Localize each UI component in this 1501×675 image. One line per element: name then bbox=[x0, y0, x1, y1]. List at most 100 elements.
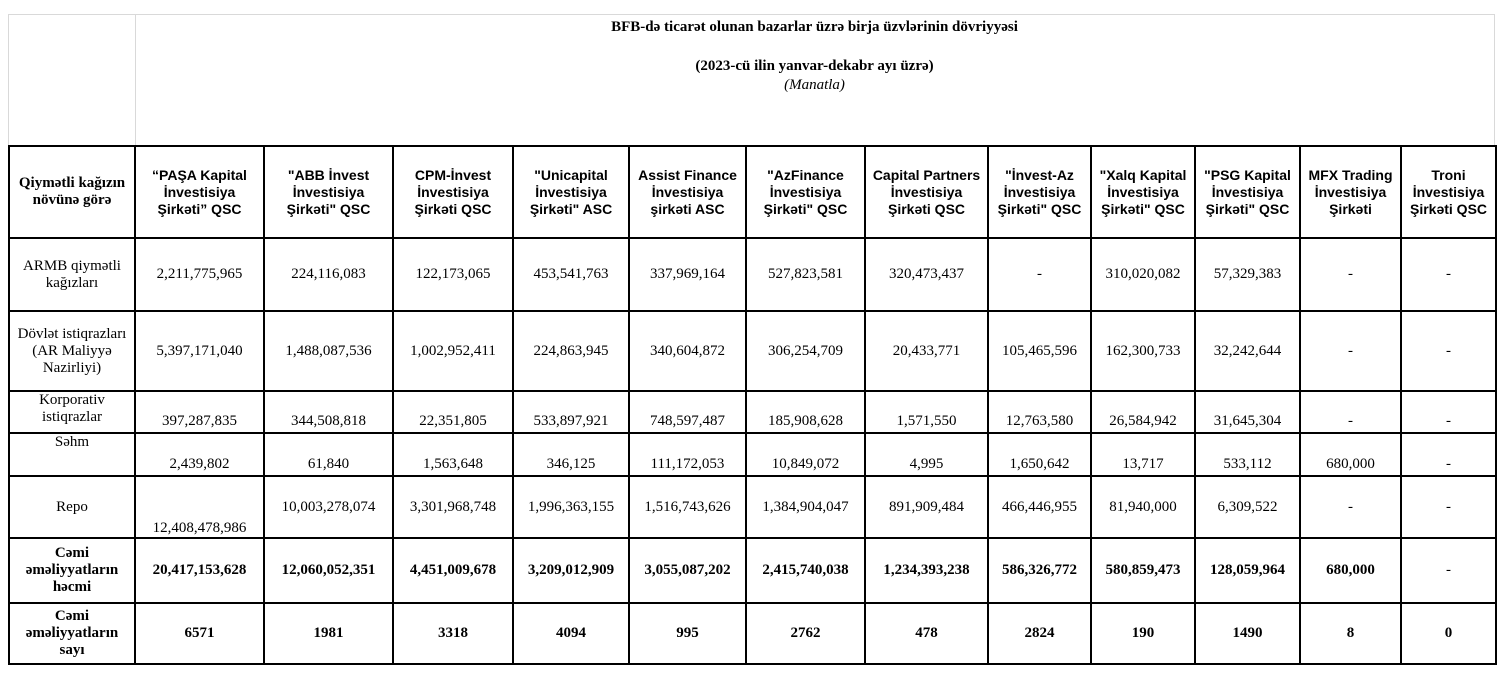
turnover-table: Qiymətli kağızın növünə görə “PAŞA Kapit… bbox=[8, 145, 1497, 665]
column-header: Troni İnvestisiya Şirkəti QSC bbox=[1400, 145, 1497, 239]
table-cell: - bbox=[1400, 432, 1497, 477]
table-row: Dövlət istiqrazları (AR Maliyyə Nazirliy… bbox=[8, 310, 1497, 392]
table-cell: 4,451,009,678 bbox=[392, 537, 514, 604]
table-cell: 8 bbox=[1299, 602, 1402, 665]
document-title: BFB-də ticarət olunan bazarlar üzrə birj… bbox=[611, 19, 1018, 35]
table-cell: 1,571,550 bbox=[864, 390, 989, 434]
table-cell: 2762 bbox=[745, 602, 866, 665]
table-cell: 680,000 bbox=[1299, 432, 1402, 477]
period-subtitle: (2023-cü ilin yanvar-dekabr ayı üzrə) bbox=[695, 58, 934, 74]
table-cell: 527,823,581 bbox=[745, 237, 866, 312]
table-cell: 306,254,709 bbox=[745, 310, 866, 392]
row-label: Dövlət istiqrazları (AR Maliyyə Nazirliy… bbox=[8, 310, 136, 392]
table-cell: 1,516,743,626 bbox=[628, 475, 747, 539]
title-left-blank bbox=[9, 15, 136, 146]
table-cell: - bbox=[1299, 390, 1402, 434]
table-cell: 680,000 bbox=[1299, 537, 1402, 604]
column-header: "Xalq Kapital İnvestisiya Şirkəti" QSC bbox=[1090, 145, 1196, 239]
column-header: "Unicapital İnvestisiya Şirkəti" ASC bbox=[512, 145, 630, 239]
table-cell: 2,415,740,038 bbox=[745, 537, 866, 604]
table-cell: 397,287,835 bbox=[134, 390, 265, 434]
column-header: "İnvest-Az İnvestisiya Şirkəti" QSC bbox=[987, 145, 1092, 239]
row-label: Korporativ istiqrazlar bbox=[8, 390, 136, 434]
table-cell: 10,003,278,074 bbox=[263, 475, 394, 539]
column-header: Assist Finance İnvestisiya şirkəti ASC bbox=[628, 145, 747, 239]
table-cell: 57,329,383 bbox=[1194, 237, 1301, 312]
table-cell: 12,060,052,351 bbox=[263, 537, 394, 604]
column-header: Capital Partners İnvestisiya Şirkəti QSC bbox=[864, 145, 989, 239]
title-block: BFB-də ticarət olunan bazarlar üzrə birj… bbox=[135, 15, 1494, 94]
table-cell: 748,597,487 bbox=[628, 390, 747, 434]
table-cell: 12,763,580 bbox=[987, 390, 1092, 434]
column-header: "ABB İnvest İnvestisiya Şirkəti" QSC bbox=[263, 145, 394, 239]
column-header: "PSG Kapital İnvestisiya Şirkəti" QSC bbox=[1194, 145, 1301, 239]
table-cell: - bbox=[1400, 475, 1497, 539]
table-cell: - bbox=[1299, 475, 1402, 539]
table-cell: 478 bbox=[864, 602, 989, 665]
table-cell: 224,863,945 bbox=[512, 310, 630, 392]
table-cell: 3,301,968,748 bbox=[392, 475, 514, 539]
table-cell: 1,563,648 bbox=[392, 432, 514, 477]
table-row: Cəmi əməliyyatların sayı 6571 1981 3318 4094… bbox=[8, 602, 1497, 665]
table-cell: 533,897,921 bbox=[512, 390, 630, 434]
row-label: Cəmi əməliyyatların sayı bbox=[8, 602, 136, 665]
table-cell: 105,465,596 bbox=[987, 310, 1092, 392]
table-cell: 346,125 bbox=[512, 432, 630, 477]
table-cell: 190 bbox=[1090, 602, 1196, 665]
table-cell: 224,116,083 bbox=[263, 237, 394, 312]
table-cell: 580,859,473 bbox=[1090, 537, 1196, 604]
table-cell: 3,055,087,202 bbox=[628, 537, 747, 604]
row-label: ARMB qiymətli kağızları bbox=[8, 237, 136, 312]
table-cell: - bbox=[1299, 237, 1402, 312]
table-cell: 533,112 bbox=[1194, 432, 1301, 477]
table-cell: - bbox=[1400, 237, 1497, 312]
table-cell: - bbox=[1400, 310, 1497, 392]
table-cell: 0 bbox=[1400, 602, 1497, 665]
table-row: ARMB qiymətli kağızları 2,211,775,965 224,… bbox=[8, 237, 1497, 312]
table-cell: - bbox=[1400, 390, 1497, 434]
table-cell: 4,995 bbox=[864, 432, 989, 477]
table-cell: 340,604,872 bbox=[628, 310, 747, 392]
table-cell: 32,242,644 bbox=[1194, 310, 1301, 392]
table-cell: - bbox=[1400, 537, 1497, 604]
table-cell: 1,384,904,047 bbox=[745, 475, 866, 539]
table-cell: 586,326,772 bbox=[987, 537, 1092, 604]
table-cell: 3318 bbox=[392, 602, 514, 665]
table-cell: - bbox=[987, 237, 1092, 312]
table-cell: 1981 bbox=[263, 602, 394, 665]
row-label: Cəmi əməliyyatların həcmi bbox=[8, 537, 136, 604]
table-cell: 81,940,000 bbox=[1090, 475, 1196, 539]
table-cell: 185,908,628 bbox=[745, 390, 866, 434]
table-cell: 1,002,952,411 bbox=[392, 310, 514, 392]
table-cell: 20,433,771 bbox=[864, 310, 989, 392]
table-cell: 2,439,802 bbox=[134, 432, 265, 477]
table-row: Repo 12,408,478,986 10,003,278,074 3,301,96… bbox=[8, 475, 1497, 539]
table-cell: 310,020,082 bbox=[1090, 237, 1196, 312]
table-cell: 320,473,437 bbox=[864, 237, 989, 312]
table-cell: - bbox=[1299, 310, 1402, 392]
table-cell: 13,717 bbox=[1090, 432, 1196, 477]
column-header: “PAŞA Kapital İnvestisiya Şirkəti” QSC bbox=[134, 145, 265, 239]
table-row: Səhm 2,439,802 61,840 1,563,648 346,125 111,1… bbox=[8, 432, 1497, 477]
table-cell: 2824 bbox=[987, 602, 1092, 665]
table-cell: 1,234,393,238 bbox=[864, 537, 989, 604]
table-cell: 5,397,171,040 bbox=[134, 310, 265, 392]
unit-note: (Manatla) bbox=[784, 77, 845, 93]
table-cell: 2,211,775,965 bbox=[134, 237, 265, 312]
row-label: Səhm bbox=[8, 432, 136, 477]
table-cell: 3,209,012,909 bbox=[512, 537, 630, 604]
table-cell: 31,645,304 bbox=[1194, 390, 1301, 434]
table-cell: 1,488,087,536 bbox=[263, 310, 394, 392]
row-label: Repo bbox=[8, 475, 136, 539]
table-cell: 26,584,942 bbox=[1090, 390, 1196, 434]
table-cell: 891,909,484 bbox=[864, 475, 989, 539]
table-cell: 1,996,363,155 bbox=[512, 475, 630, 539]
title-area: BFB-də ticarət olunan bazarlar üzrə birj… bbox=[8, 14, 1495, 146]
table-cell: 453,541,763 bbox=[512, 237, 630, 312]
table-cell: 6,309,522 bbox=[1194, 475, 1301, 539]
table-cell: 22,351,805 bbox=[392, 390, 514, 434]
table-cell: 1490 bbox=[1194, 602, 1301, 665]
header-row: Qiymətli kağızın növünə görə “PAŞA Kapit… bbox=[8, 145, 1497, 239]
table-row: Korporativ istiqrazlar 397,287,835 344,508… bbox=[8, 390, 1497, 434]
table-cell: 122,173,065 bbox=[392, 237, 514, 312]
